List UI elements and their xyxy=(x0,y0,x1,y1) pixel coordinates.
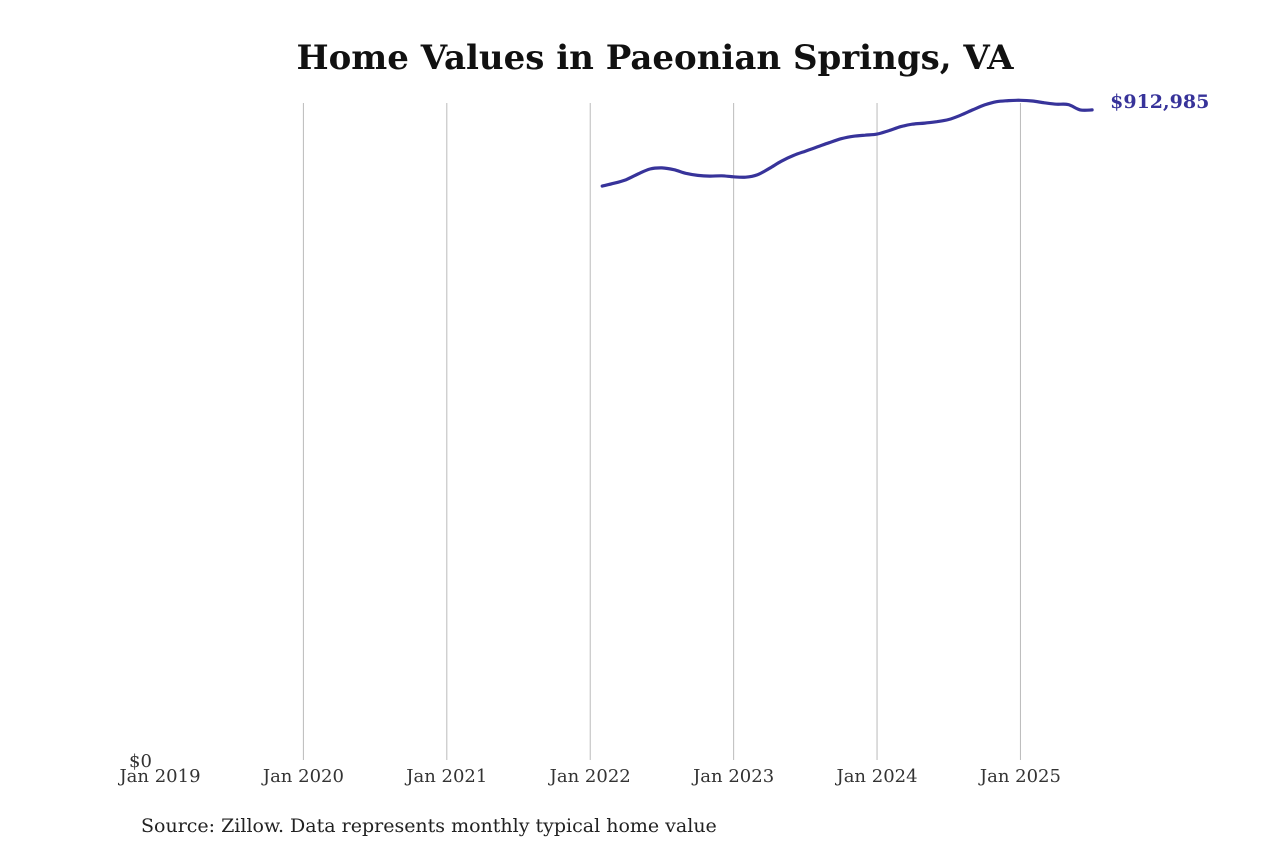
x-tick-label: Jan 2025 xyxy=(978,766,1061,787)
x-tick-label: Jan 2022 xyxy=(548,766,631,787)
end-value-label: $912,985 xyxy=(1110,91,1209,113)
x-tick-label: Jan 2023 xyxy=(691,766,774,787)
x-tick-label: Jan 2020 xyxy=(261,766,344,787)
x-tick-label: Jan 2024 xyxy=(834,766,917,787)
x-tick-label: Jan 2021 xyxy=(404,766,487,787)
y-tick-label: $0 xyxy=(129,751,152,772)
chart-title: Home Values in Paeonian Springs, VA xyxy=(296,38,1014,78)
gridlines xyxy=(302,103,1021,760)
series-layer xyxy=(600,98,1094,188)
x-tick-label: Jan 2019 xyxy=(117,766,200,787)
axis-labels: Jan 2019 Jan 2020 Jan 2021 Jan 2022 Jan 2023… xyxy=(117,91,1209,787)
series-line xyxy=(600,98,1094,188)
source-note: Source: Zillow. Data represents monthly … xyxy=(141,815,717,837)
